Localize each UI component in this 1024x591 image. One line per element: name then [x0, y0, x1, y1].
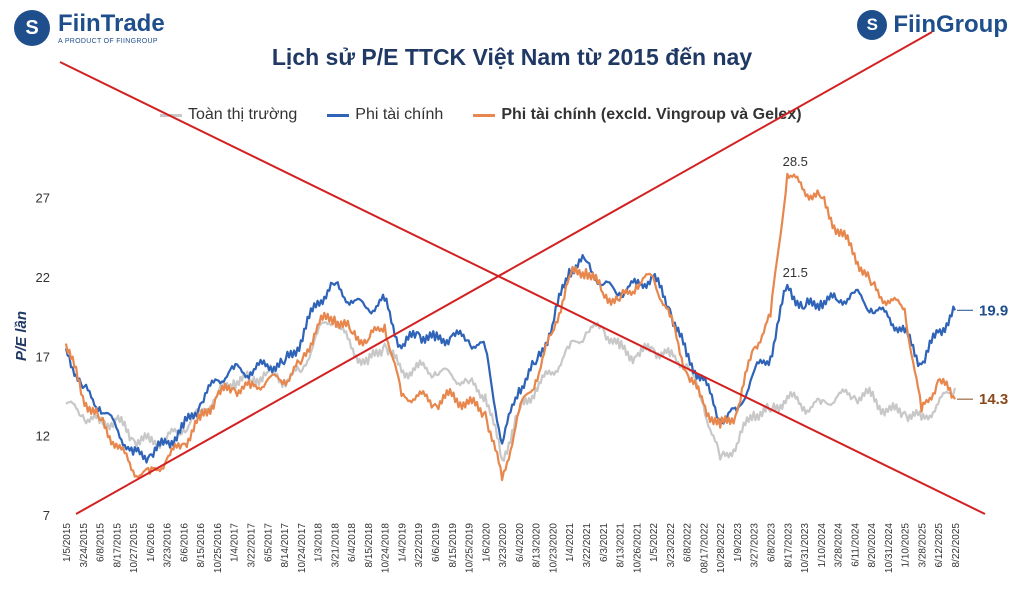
x-tick-label: 8/20/2024	[867, 523, 878, 568]
x-tick-label: 3/23/2022	[666, 523, 677, 568]
end-value-label: 14.3	[979, 391, 1008, 408]
legend-swatch-toan-thi-truong	[160, 113, 182, 117]
x-tick-label: 10/25/2016	[213, 523, 224, 573]
x-tick-label: 1/9/2023	[733, 523, 744, 562]
point-annotation: 28.5	[783, 154, 808, 169]
legend-label-phi-tai-chinh-excl: Phi tài chính (excld. Vingroup và Gelex)	[501, 106, 802, 123]
x-tick-label: 6/12/2025	[934, 523, 945, 568]
x-tick-label: 6/6/2019	[431, 523, 442, 562]
fiintrade-logo: S FiinTrade A PRODUCT OF FIINGROUP	[14, 10, 165, 46]
x-tick-label: 6/8/2023	[766, 523, 777, 562]
legend-swatch-phi-tai-chinh	[327, 113, 350, 117]
fiingroup-logo-icon: S	[857, 10, 888, 40]
legend-swatch-phi-tai-chinh-excl	[473, 113, 496, 117]
x-tick-label: 3/21/2018	[330, 523, 341, 568]
chart-legend: Toàn thị trường Phi tài chính Phi tài ch…	[160, 106, 802, 124]
legend-item-toan-thi-truong: Toàn thị trường	[160, 106, 297, 124]
x-tick-label: 8/22/2025	[951, 523, 962, 568]
x-tick-label: 3/23/2020	[498, 523, 509, 568]
x-tick-label: 08/17/2022	[699, 523, 710, 573]
x-tick-label: 10/24/2018	[381, 523, 392, 573]
x-tick-label: 8/14/2017	[280, 523, 291, 568]
fiintrade-brand-name: FiinTrade	[58, 9, 165, 37]
y-tick-label: 22	[36, 270, 50, 285]
x-tick-label: 6/3/2021	[599, 523, 610, 562]
y-axis-label: P/E lần	[13, 311, 30, 361]
fiintrade-brand-subtitle: A PRODUCT OF FIINGROUP	[58, 37, 158, 45]
cross-line-down	[59, 61, 986, 515]
x-tick-label: 3/24/2015	[79, 523, 90, 568]
legend-label-toan-thi-truong: Toàn thị trường	[188, 106, 298, 123]
x-tick-label: 10/31/2024	[884, 523, 895, 573]
x-tick-label: 6/4/2020	[515, 523, 526, 562]
x-tick-label: 3/22/2017	[247, 523, 258, 568]
x-tick-label: 8/15/2019	[448, 523, 459, 568]
fiingroup-logo: S FiinGroup	[857, 10, 1008, 40]
x-tick-label: 8/13/2021	[616, 523, 627, 568]
x-tick-label: 8/15/2016	[196, 523, 207, 568]
legend-label-phi-tai-chinh: Phi tài chính	[355, 106, 444, 123]
x-tick-label: 1/6/2016	[146, 523, 157, 562]
series-line-1	[64, 254, 956, 464]
cross-line-up	[75, 31, 933, 515]
x-tick-label: 1/3/2018	[314, 523, 325, 562]
x-tick-label: 8/17/2023	[783, 523, 794, 568]
y-tick-label: 12	[36, 429, 50, 444]
x-tick-label: 10/26/2021	[632, 523, 643, 573]
x-tick-label: 8/15/2018	[364, 523, 375, 568]
x-tick-label: 3/27/2023	[750, 523, 761, 568]
fiintrade-logo-icon: S	[14, 10, 50, 46]
x-tick-label: 10/24/2017	[297, 523, 308, 573]
y-tick-label: 27	[36, 191, 50, 206]
x-tick-label: 1/4/2019	[397, 523, 408, 562]
x-tick-label: 10/28/2022	[716, 523, 727, 573]
x-tick-label: 1/4/2017	[230, 523, 241, 562]
x-tick-label: 10/31/2023	[800, 523, 811, 573]
fiingroup-brand-name: FiinGroup	[893, 11, 1008, 38]
x-tick-label: 6/5/2017	[263, 523, 274, 562]
series-line-2	[64, 172, 956, 482]
x-tick-label: 6/4/2018	[347, 523, 358, 562]
x-tick-label: 3/28/2024	[834, 523, 845, 568]
y-tick-label: 17	[36, 349, 50, 364]
x-tick-label: 6/6/2016	[179, 523, 190, 562]
point-annotation: 21.5	[783, 265, 808, 280]
series-line-0	[65, 315, 957, 462]
x-tick-label: 3/22/2019	[414, 523, 425, 568]
legend-item-phi-tai-chinh: Phi tài chính	[327, 106, 443, 124]
x-tick-label: 10/25/2019	[465, 523, 476, 573]
y-tick-label: 7	[43, 508, 50, 523]
x-tick-label: 3/23/2016	[163, 523, 174, 568]
x-tick-label: 1/5/2015	[62, 523, 73, 562]
x-tick-label: 6/8/2015	[96, 523, 107, 562]
x-tick-label: 1/10/2025	[901, 523, 912, 568]
x-tick-label: 3/22/2021	[582, 523, 593, 568]
x-tick-label: 8/13/2020	[532, 523, 543, 568]
x-tick-label: 6/8/2022	[683, 523, 694, 562]
x-tick-label: 8/17/2015	[112, 523, 123, 568]
x-tick-label: 1/6/2020	[481, 523, 492, 562]
x-tick-label: 10/27/2015	[129, 523, 140, 573]
chart-title: Lịch sử P/E TTCK Việt Nam từ 2015 đến na…	[271, 44, 753, 70]
x-tick-label: 1/4/2021	[565, 523, 576, 562]
end-value-label: 19.9	[979, 302, 1008, 319]
x-tick-label: 10/23/2020	[548, 523, 559, 573]
x-tick-label: 3/28/2025	[917, 523, 928, 568]
x-tick-label: 6/11/2024	[850, 523, 861, 567]
x-tick-label: 1/10/2024	[817, 523, 828, 568]
x-tick-label: 1/5/2022	[649, 523, 660, 562]
legend-item-phi-tai-chinh-excl: Phi tài chính (excld. Vingroup và Gelex)	[473, 106, 802, 124]
